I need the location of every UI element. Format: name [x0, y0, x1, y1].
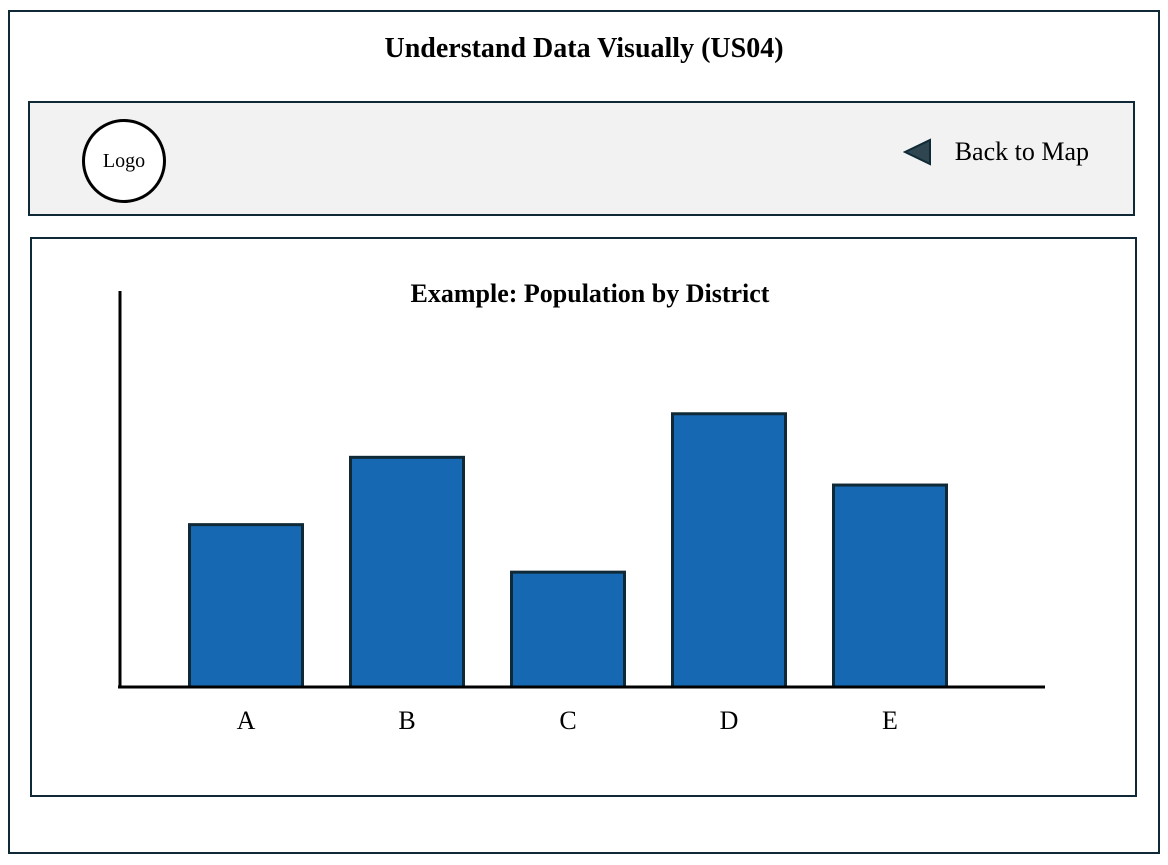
bar-d	[671, 412, 787, 689]
chart-title: Example: Population by District	[410, 279, 770, 308]
chart-panel: Example: Population by District A B C D E	[30, 237, 1137, 797]
logo-label: Logo	[102, 149, 146, 172]
header-bar: Logo Back to Map	[28, 101, 1135, 216]
bar-c	[510, 570, 626, 689]
x-tick-label-b: B	[398, 706, 415, 735]
bar-chart: A B C D E	[118, 291, 1045, 735]
logo: Logo	[82, 119, 166, 203]
bar-e	[832, 483, 948, 689]
back-to-map-button[interactable]: Back to Map	[902, 137, 1089, 167]
triangle-left-icon	[902, 138, 931, 166]
bar-a	[188, 523, 304, 689]
page-title: Understand Data Visually (US04)	[384, 33, 784, 64]
back-to-map-label: Back to Map	[954, 137, 1089, 166]
x-tick-label-c: C	[559, 706, 576, 735]
bar-b	[349, 455, 465, 689]
x-tick-label-a: A	[237, 706, 256, 735]
x-tick-label-d: D	[720, 706, 739, 735]
x-tick-label-e: E	[882, 706, 898, 735]
